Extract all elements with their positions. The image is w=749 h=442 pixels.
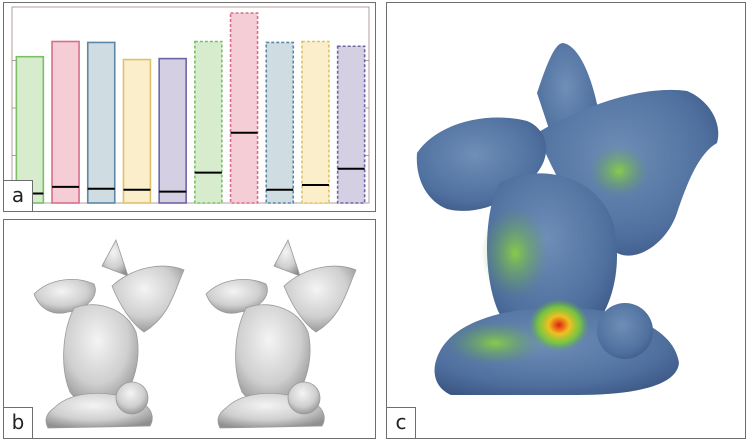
bar-2 (51, 40, 80, 204)
gargoyle-error-heatmap (416, 43, 719, 395)
gargoyle-render-left (33, 238, 185, 429)
bar-4 (122, 58, 152, 204)
bar-10 (336, 45, 366, 204)
panel-b-renders: b (3, 219, 376, 439)
panel-c-heatmap-render: c (386, 2, 746, 439)
bar-3 (86, 41, 116, 204)
panel-a-bar-chart: a (3, 2, 376, 212)
bar-6 (194, 40, 223, 204)
bar-8 (265, 41, 295, 204)
gargoyle-render-right (205, 238, 357, 429)
panel-a-label: a (3, 180, 33, 212)
gargoyle-render-pair (33, 238, 357, 429)
bar-chart (11, 6, 370, 204)
bar-9 (301, 40, 330, 204)
panel-c-label: c (386, 407, 416, 439)
bar-1 (15, 55, 45, 204)
bar-7 (229, 12, 259, 204)
plot-frame (11, 6, 370, 204)
paw-shape (597, 303, 653, 359)
panel-b-label: b (3, 407, 33, 439)
bar-5 (158, 57, 187, 204)
